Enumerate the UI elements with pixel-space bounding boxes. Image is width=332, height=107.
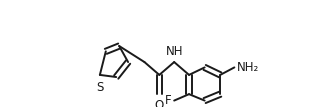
Text: F: F xyxy=(165,94,172,107)
Text: NH: NH xyxy=(165,45,183,58)
Text: NH₂: NH₂ xyxy=(237,61,259,74)
Text: O: O xyxy=(155,99,164,107)
Text: S: S xyxy=(96,81,104,94)
